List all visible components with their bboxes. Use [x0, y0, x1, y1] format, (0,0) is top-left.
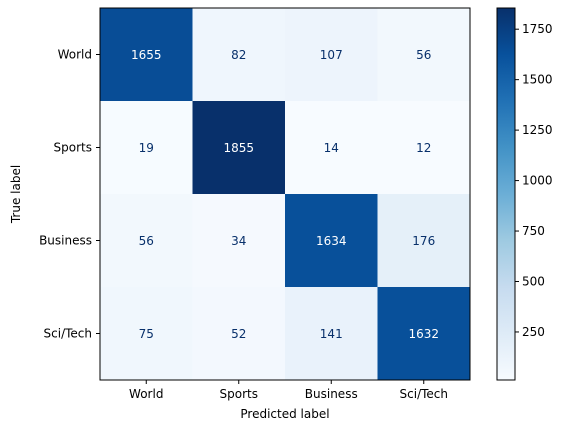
heatmap-cells — [100, 8, 471, 381]
heatmap-cell — [377, 287, 471, 381]
x-axis-ticks: World Sports Business Sci/Tech — [129, 380, 448, 401]
cell-value-label: 1655 — [131, 48, 162, 62]
cell-value-label: 56 — [139, 234, 154, 248]
heatmap-cell — [192, 287, 286, 381]
cell-value-label: 52 — [231, 327, 246, 341]
cell-value-label: 141 — [320, 327, 343, 341]
cell-value-label: 14 — [324, 141, 339, 155]
y-axis-label: True label — [9, 165, 23, 224]
cell-value-label: 1855 — [223, 141, 254, 155]
heatmap-cell — [192, 101, 286, 195]
heatmap-cell — [377, 101, 471, 195]
heatmap-cell — [100, 287, 193, 381]
colorbar-tick-label: 250 — [522, 325, 545, 339]
y-axis-ticks: World Sports Business Sci/Tech — [39, 48, 100, 341]
cell-value-label: 1634 — [316, 234, 347, 248]
x-tick-label: Sports — [220, 387, 258, 401]
heatmap-cell — [285, 194, 378, 288]
cell-value-label: 34 — [231, 234, 246, 248]
heatmap-cell — [377, 194, 471, 288]
cell-value-label: 75 — [139, 327, 154, 341]
x-tick-label: Business — [305, 387, 358, 401]
x-tick-label: Sci/Tech — [400, 387, 448, 401]
cell-value-label: 56 — [416, 48, 431, 62]
cell-value-label: 107 — [320, 48, 343, 62]
heatmap-cell — [285, 8, 378, 102]
colorbar-tick-label: 750 — [522, 224, 545, 238]
cell-value-label: 1632 — [408, 327, 439, 341]
heatmap-cell — [285, 287, 378, 381]
cell-value-label: 19 — [139, 141, 154, 155]
plot-frame — [99, 7, 471, 381]
heatmap-cell — [100, 101, 193, 195]
colorbar-ticks: 250 500 750 1000 1250 1500 1750 — [515, 22, 553, 339]
colorbar-tick-label: 1750 — [522, 22, 553, 36]
y-tick-label: Business — [39, 234, 92, 248]
cell-value-label: 176 — [412, 234, 435, 248]
heatmap-cell — [377, 8, 471, 102]
colorbar-tick-label: 1250 — [522, 123, 553, 137]
x-tick-label: World — [129, 387, 163, 401]
y-tick-label: Sci/Tech — [44, 327, 92, 341]
y-tick-label: World — [58, 48, 92, 62]
x-axis-label: Predicted label — [240, 407, 329, 421]
colorbar-tick-label: 500 — [522, 274, 545, 288]
colorbar-tick-label: 1000 — [522, 174, 553, 188]
heatmap-cell — [192, 8, 286, 102]
heatmap-cell — [100, 194, 193, 288]
heatmap-cell — [285, 101, 378, 195]
y-tick-label: Sports — [54, 141, 92, 155]
heatmap-cell — [100, 8, 193, 102]
heatmap-cell — [192, 194, 286, 288]
cell-value-label: 12 — [416, 141, 431, 155]
cell-value-label: 82 — [231, 48, 246, 62]
colorbar — [496, 7, 516, 381]
colorbar-tick-label: 1500 — [522, 73, 553, 87]
heatmap-cell-labels: 1655 82 107 56 19 1855 14 12 56 34 1634 176 75 52 141 1… — [131, 48, 439, 341]
